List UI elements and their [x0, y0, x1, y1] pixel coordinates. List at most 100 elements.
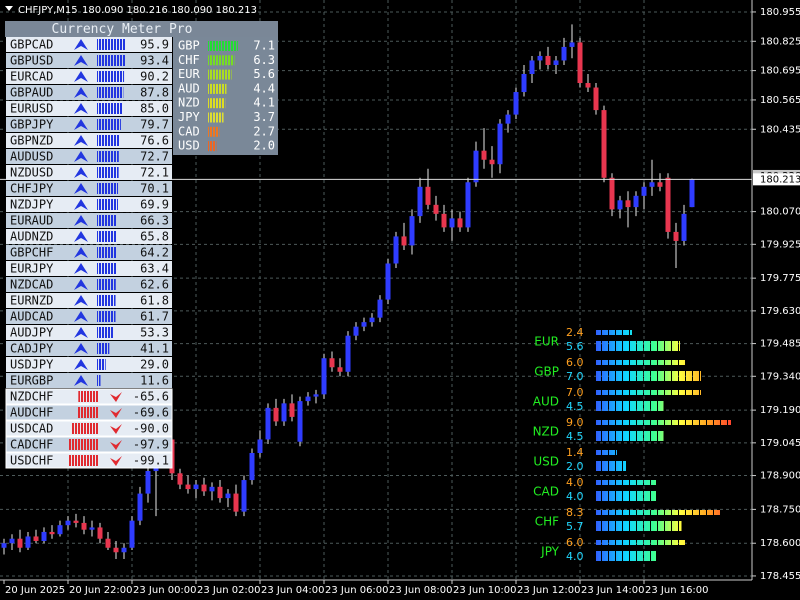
meter-bar — [97, 279, 116, 290]
candle-body — [633, 195, 639, 208]
y-tick-label: 179.190 — [760, 405, 800, 416]
meter-row — [6, 165, 172, 180]
candle-body — [361, 322, 367, 327]
y-tick-label: 180.825 — [760, 36, 800, 47]
meter2-bar — [596, 330, 632, 335]
strength-value: 7.1 — [253, 39, 275, 53]
meter2-currency: USD — [533, 455, 559, 469]
menu-icon[interactable] — [5, 6, 13, 11]
meter-bar — [97, 359, 106, 370]
meter-pair: GBPCAD — [10, 38, 53, 52]
meter-bar — [68, 455, 98, 466]
meter2-value: 2.0 — [566, 460, 584, 473]
candle-body — [385, 263, 391, 300]
candle-body — [273, 407, 279, 422]
x-tick-label: 23 Jun 14:00 — [581, 585, 645, 596]
meter2-value: 4.0 — [566, 476, 584, 489]
y-tick-label: 179.485 — [760, 339, 800, 350]
meter2-value: 6.0 — [566, 356, 584, 369]
candle-body — [121, 547, 127, 553]
y-tick-label: 179.045 — [760, 438, 800, 449]
y-tick-label: 179.925 — [760, 239, 800, 250]
strength-value: 5.6 — [253, 67, 275, 81]
meter2-currency: AUD — [533, 395, 559, 409]
candle-body — [393, 236, 399, 264]
meter-row — [6, 309, 172, 324]
meter2-value: 5.6 — [566, 340, 584, 353]
meter-pair: NZDCHF — [10, 390, 53, 404]
meter-value: 61.8 — [140, 294, 169, 308]
meter-pair: USDCAD — [10, 422, 53, 436]
meter2-value: 2.4 — [566, 326, 584, 339]
meter-row — [6, 293, 172, 308]
x-tick-label: 23 Jun 02:00 — [197, 585, 261, 596]
meter-value: 70.1 — [140, 182, 169, 196]
meter-bar — [97, 231, 117, 242]
down-arrow-icon — [110, 424, 122, 434]
meter-bar — [97, 327, 113, 338]
meter2-currency: CAD — [533, 485, 559, 499]
meter2-bar — [596, 401, 664, 411]
x-tick-label: 23 Jun 16:00 — [645, 585, 709, 596]
meter2-value: 1.4 — [566, 446, 584, 459]
candle-body — [609, 177, 615, 210]
candle-body — [401, 236, 407, 246]
strength-currency: GBP — [178, 39, 200, 53]
meter-value: 62.6 — [140, 278, 169, 292]
meter-row — [6, 69, 172, 84]
candle-body — [177, 473, 183, 485]
meter-pair: AUDJPY — [10, 326, 54, 340]
meter-bar — [97, 135, 120, 146]
candle-body — [553, 60, 559, 65]
meter-pair: NZDJPY — [10, 198, 54, 212]
meter-row — [6, 181, 172, 196]
candle-body — [457, 218, 463, 228]
meter-pair: CADCHF — [10, 438, 53, 452]
meter-value: 53.3 — [140, 326, 169, 340]
meter-bar — [78, 391, 98, 402]
symbol: CHFJPY,M15 — [18, 5, 78, 16]
meter-bar — [97, 39, 126, 50]
candle-body — [369, 317, 375, 323]
up-arrow-icon — [74, 215, 88, 226]
meter-pair: USDJPY — [10, 358, 54, 372]
meter-pair: GBPJPY — [10, 118, 54, 132]
meter-value: -65.6 — [133, 390, 169, 404]
meter2-bar — [596, 540, 686, 545]
candle-body — [137, 493, 143, 521]
candle-body — [265, 407, 271, 440]
candle-body — [81, 522, 87, 530]
candle-body — [337, 367, 343, 372]
x-tick-label: 23 Jun 00:00 — [133, 585, 197, 596]
meter-value: 79.7 — [140, 118, 169, 132]
meter-row — [6, 117, 172, 132]
strength-currency: USD — [178, 139, 200, 153]
meter-bar — [97, 103, 123, 114]
meter-bar — [97, 343, 110, 354]
down-arrow-icon — [110, 408, 122, 418]
meter2-value: 4.0 — [566, 550, 584, 563]
meter-pair: AUDCHF — [10, 406, 53, 420]
candle-body — [289, 403, 295, 417]
meter2-bar — [596, 551, 656, 561]
y-tick-label: 180.435 — [760, 124, 800, 135]
meter-value: 72.1 — [140, 166, 169, 180]
candle-body — [297, 401, 303, 442]
strength-bar — [208, 55, 235, 66]
x-tick-label: 23 Jun 12:00 — [517, 585, 581, 596]
up-arrow-icon — [74, 375, 88, 386]
y-tick-label: 180.955 — [760, 7, 800, 18]
meter-bar — [97, 311, 116, 322]
candle-body — [305, 396, 311, 402]
strength-bar — [208, 112, 224, 123]
x-tick-label: 23 Jun 10:00 — [453, 585, 517, 596]
meter-row — [6, 133, 172, 148]
candle-body — [417, 186, 423, 217]
meter-row — [6, 85, 172, 100]
quote: 180.090 180.216 180.090 180.213 — [82, 5, 257, 16]
meter2-bar — [596, 371, 701, 381]
meter-row — [6, 37, 172, 52]
meter-row — [6, 245, 172, 260]
candle-body — [497, 123, 503, 165]
